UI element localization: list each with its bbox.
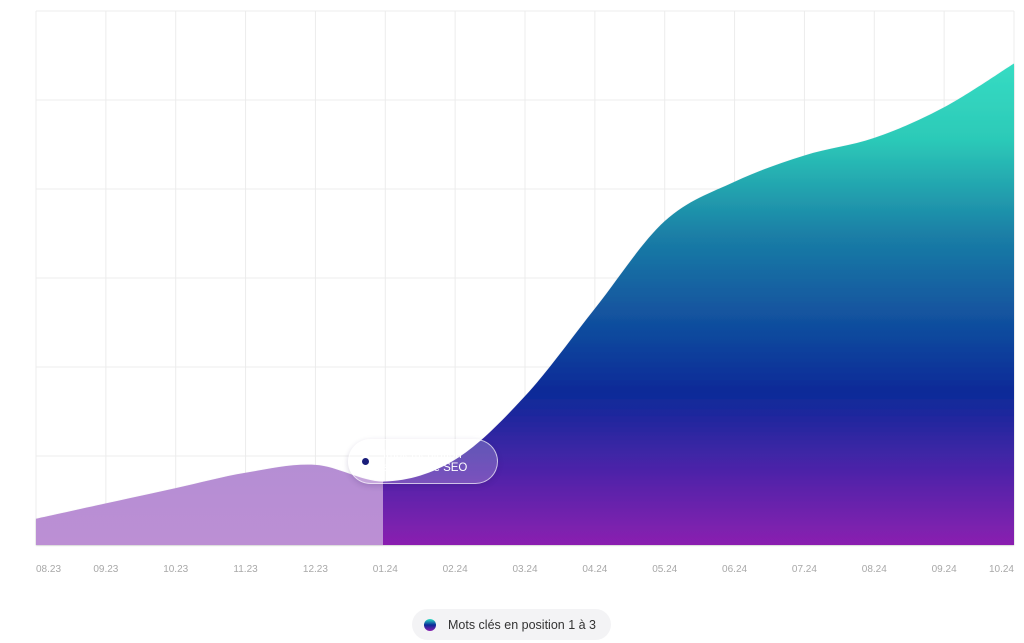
annotation-badge: Implémentation stratégique SEO: [348, 439, 498, 484]
legend-swatch-icon: [424, 618, 436, 631]
area-after-annotation: [383, 63, 1014, 545]
annotation-text: Implémentation stratégique SEO: [383, 449, 467, 475]
annotation-line1: Implémentation: [383, 448, 462, 461]
annotation-dot-icon: [359, 455, 372, 468]
legend-label: Mots clés en position 1 à 3: [448, 617, 596, 632]
x-tick-label: 12.23: [303, 564, 328, 575]
x-tick-label: 02.24: [443, 564, 468, 575]
x-tick-label: 09.24: [932, 564, 957, 575]
x-tick-label: 08.24: [862, 564, 887, 575]
x-tick-label: 05.24: [652, 564, 677, 575]
x-axis-ticks: 08.23 09.23 10.23 11.23 12.23 01.24 02.24 03.24…: [36, 564, 1014, 575]
x-tick-label: 09.23: [93, 564, 118, 575]
x-tick-label: 06.24: [722, 564, 747, 575]
x-tick-label: 08.23: [36, 564, 61, 575]
x-tick-label: 01.24: [373, 564, 398, 575]
x-tick-label: 11.23: [233, 564, 258, 575]
x-tick-label: 03.24: [512, 564, 537, 575]
x-tick-label: 07.24: [792, 564, 817, 575]
x-tick-label: 10.24: [989, 564, 1014, 575]
area-before-annotation: [36, 464, 383, 545]
legend: Mots clés en position 1 à 3: [412, 609, 611, 640]
x-tick-label: 10.23: [163, 564, 188, 575]
x-tick-label: 04.24: [582, 564, 607, 575]
annotation-line2: stratégique SEO: [383, 461, 468, 474]
